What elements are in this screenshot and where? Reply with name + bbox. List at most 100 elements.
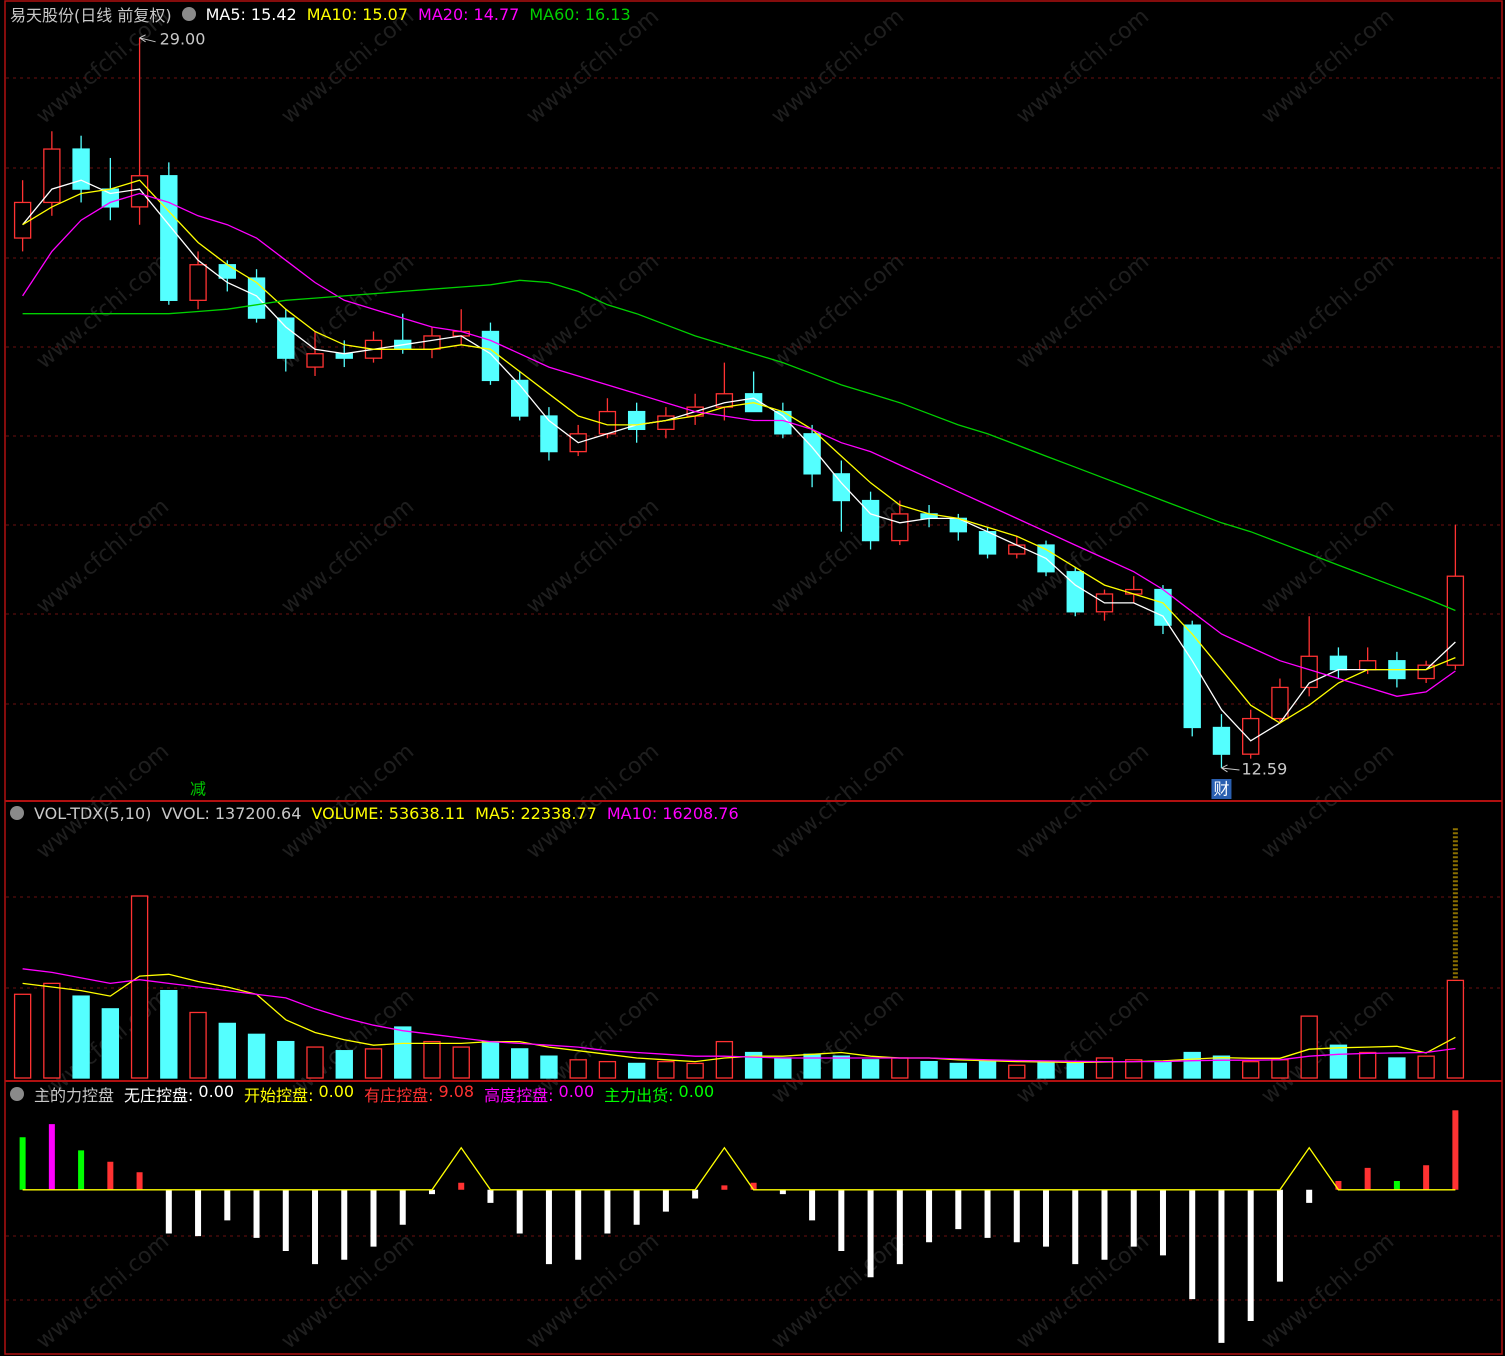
- indicator-bar: [195, 1189, 202, 1237]
- marker-box: [1211, 779, 1232, 799]
- indicator-bar: [136, 1172, 143, 1190]
- candle-body: [218, 264, 236, 279]
- volume-legend: VOL-TDX(5,10) VVOL137200.64 VOLUME 53638.11…: [10, 802, 739, 824]
- volume-bar: [832, 1055, 851, 1079]
- indicator-legend: 主的力控盘无庄控盘0.00开始控盘0.00有庄控盘9.08高度控盘0.00主力出…: [10, 1082, 714, 1106]
- ma-line: [22, 179, 1456, 742]
- indicator-bar: [867, 1189, 874, 1278]
- legend-item: MA6016.13: [529, 5, 630, 24]
- volume-bar: [481, 1040, 500, 1079]
- max-arrow: [139, 34, 156, 43]
- indicator-bar: [399, 1189, 406, 1225]
- candle-body: [306, 353, 324, 368]
- volume-bar: [1388, 1057, 1406, 1079]
- volume-bar: [189, 1011, 207, 1079]
- legend-item: MA515.42: [206, 5, 297, 24]
- legend-item: MA1015.07: [307, 5, 408, 24]
- candle-body: [657, 415, 675, 431]
- volume-bar: [1125, 1059, 1143, 1079]
- indicator-bar: [1247, 1189, 1254, 1321]
- legend-name: MA10: [607, 804, 658, 823]
- volume-bar: [657, 1060, 675, 1079]
- indicator-bar: [633, 1189, 640, 1225]
- volume-bar: [1154, 1060, 1172, 1079]
- indicator-bar: [1423, 1165, 1430, 1190]
- candle-body: [1446, 575, 1465, 666]
- legend-item: 无庄控盘 0.00: [124, 1082, 234, 1106]
- indicator-bar: [370, 1189, 377, 1247]
- candle-body: [861, 499, 880, 542]
- volume-bar: [744, 1051, 763, 1079]
- indicator-bar: [428, 1189, 435, 1195]
- indicator-bar: [253, 1189, 260, 1238]
- indicator-bar: [19, 1137, 26, 1190]
- volume-bar: [101, 1008, 120, 1079]
- volume-bar: [1212, 1055, 1231, 1079]
- indicator-bar: [750, 1182, 757, 1190]
- chart-title: 易天股份(日线 前复权): [10, 6, 172, 25]
- legend-item: 有庄控盘 9.08: [364, 1082, 474, 1106]
- indicator-bar: [312, 1189, 319, 1265]
- dropdown-icon: [10, 1087, 24, 1101]
- volume-bar: [394, 1026, 412, 1079]
- indicator-bar: [1013, 1189, 1020, 1243]
- candle-body: [715, 393, 734, 408]
- volume-bar: [1417, 1055, 1435, 1079]
- legend-value: 9.08: [438, 1082, 475, 1101]
- indicator-bar: [1218, 1189, 1225, 1343]
- volume-bar: [306, 1046, 324, 1079]
- legend-item: MA2014.77: [418, 5, 519, 24]
- legend-name: 无庄控盘: [124, 1082, 193, 1106]
- indicator-bar: [1276, 1189, 1283, 1282]
- volume-bar: [1358, 1051, 1377, 1079]
- candle-body: [43, 148, 61, 204]
- legend-value: 16.13: [584, 4, 631, 24]
- volume-bar: [540, 1055, 558, 1079]
- dropdown-icon: [181, 7, 196, 21]
- volume-bar: [1008, 1064, 1026, 1079]
- indicator-bar: [107, 1161, 114, 1190]
- volume-bar: [13, 993, 32, 1079]
- volume-bar: [1446, 979, 1465, 1079]
- legend-value: 0.00: [198, 1082, 235, 1101]
- indicator-bar: [955, 1189, 962, 1230]
- legend-name: 主力出货: [604, 1082, 673, 1106]
- indicator-bar: [516, 1189, 523, 1234]
- indicator-bar: [165, 1189, 172, 1234]
- volume-bar: [891, 1057, 909, 1079]
- volume-bar: [861, 1059, 880, 1079]
- indicator-bar: [896, 1189, 903, 1265]
- legend-item: VOLUME 53638.11: [311, 804, 465, 823]
- indicator-bar: [282, 1189, 289, 1251]
- volume-bar: [160, 989, 178, 1079]
- legend-value: 14.77: [473, 4, 520, 24]
- legend-value: 53638.11: [388, 803, 466, 823]
- volume-bar: [364, 1048, 383, 1079]
- volume-bar: [423, 1040, 441, 1079]
- candle-body: [101, 188, 120, 208]
- price-legend: 易天股份(日线 前复权) MA515.42 MA1015.07 MA2014.77 MA…: [10, 3, 631, 26]
- indicator-bar: [1043, 1189, 1050, 1247]
- indicator-bar: [1101, 1189, 1108, 1260]
- min-label: 12.59: [1241, 759, 1287, 778]
- legend-value: 22338.77: [520, 803, 597, 823]
- candle-body: [832, 473, 851, 502]
- candle-body: [423, 335, 441, 350]
- candle-body: [1066, 571, 1084, 613]
- marker-text: 减: [190, 780, 206, 799]
- volume-bar: [72, 995, 90, 1079]
- legend-item: 开始控盘 0.00: [244, 1082, 354, 1106]
- volume-ma-line: [22, 968, 1456, 1063]
- candle-body: [540, 415, 558, 453]
- volume-bar: [1037, 1060, 1055, 1079]
- candle-body: [1329, 655, 1348, 671]
- indicator-bar: [721, 1185, 728, 1190]
- legend-value: 16208.76: [662, 803, 739, 823]
- marker-text: 财: [1213, 780, 1229, 799]
- volume-bar: [569, 1059, 587, 1079]
- indicator-bar: [575, 1189, 582, 1260]
- candle-body: [277, 317, 295, 359]
